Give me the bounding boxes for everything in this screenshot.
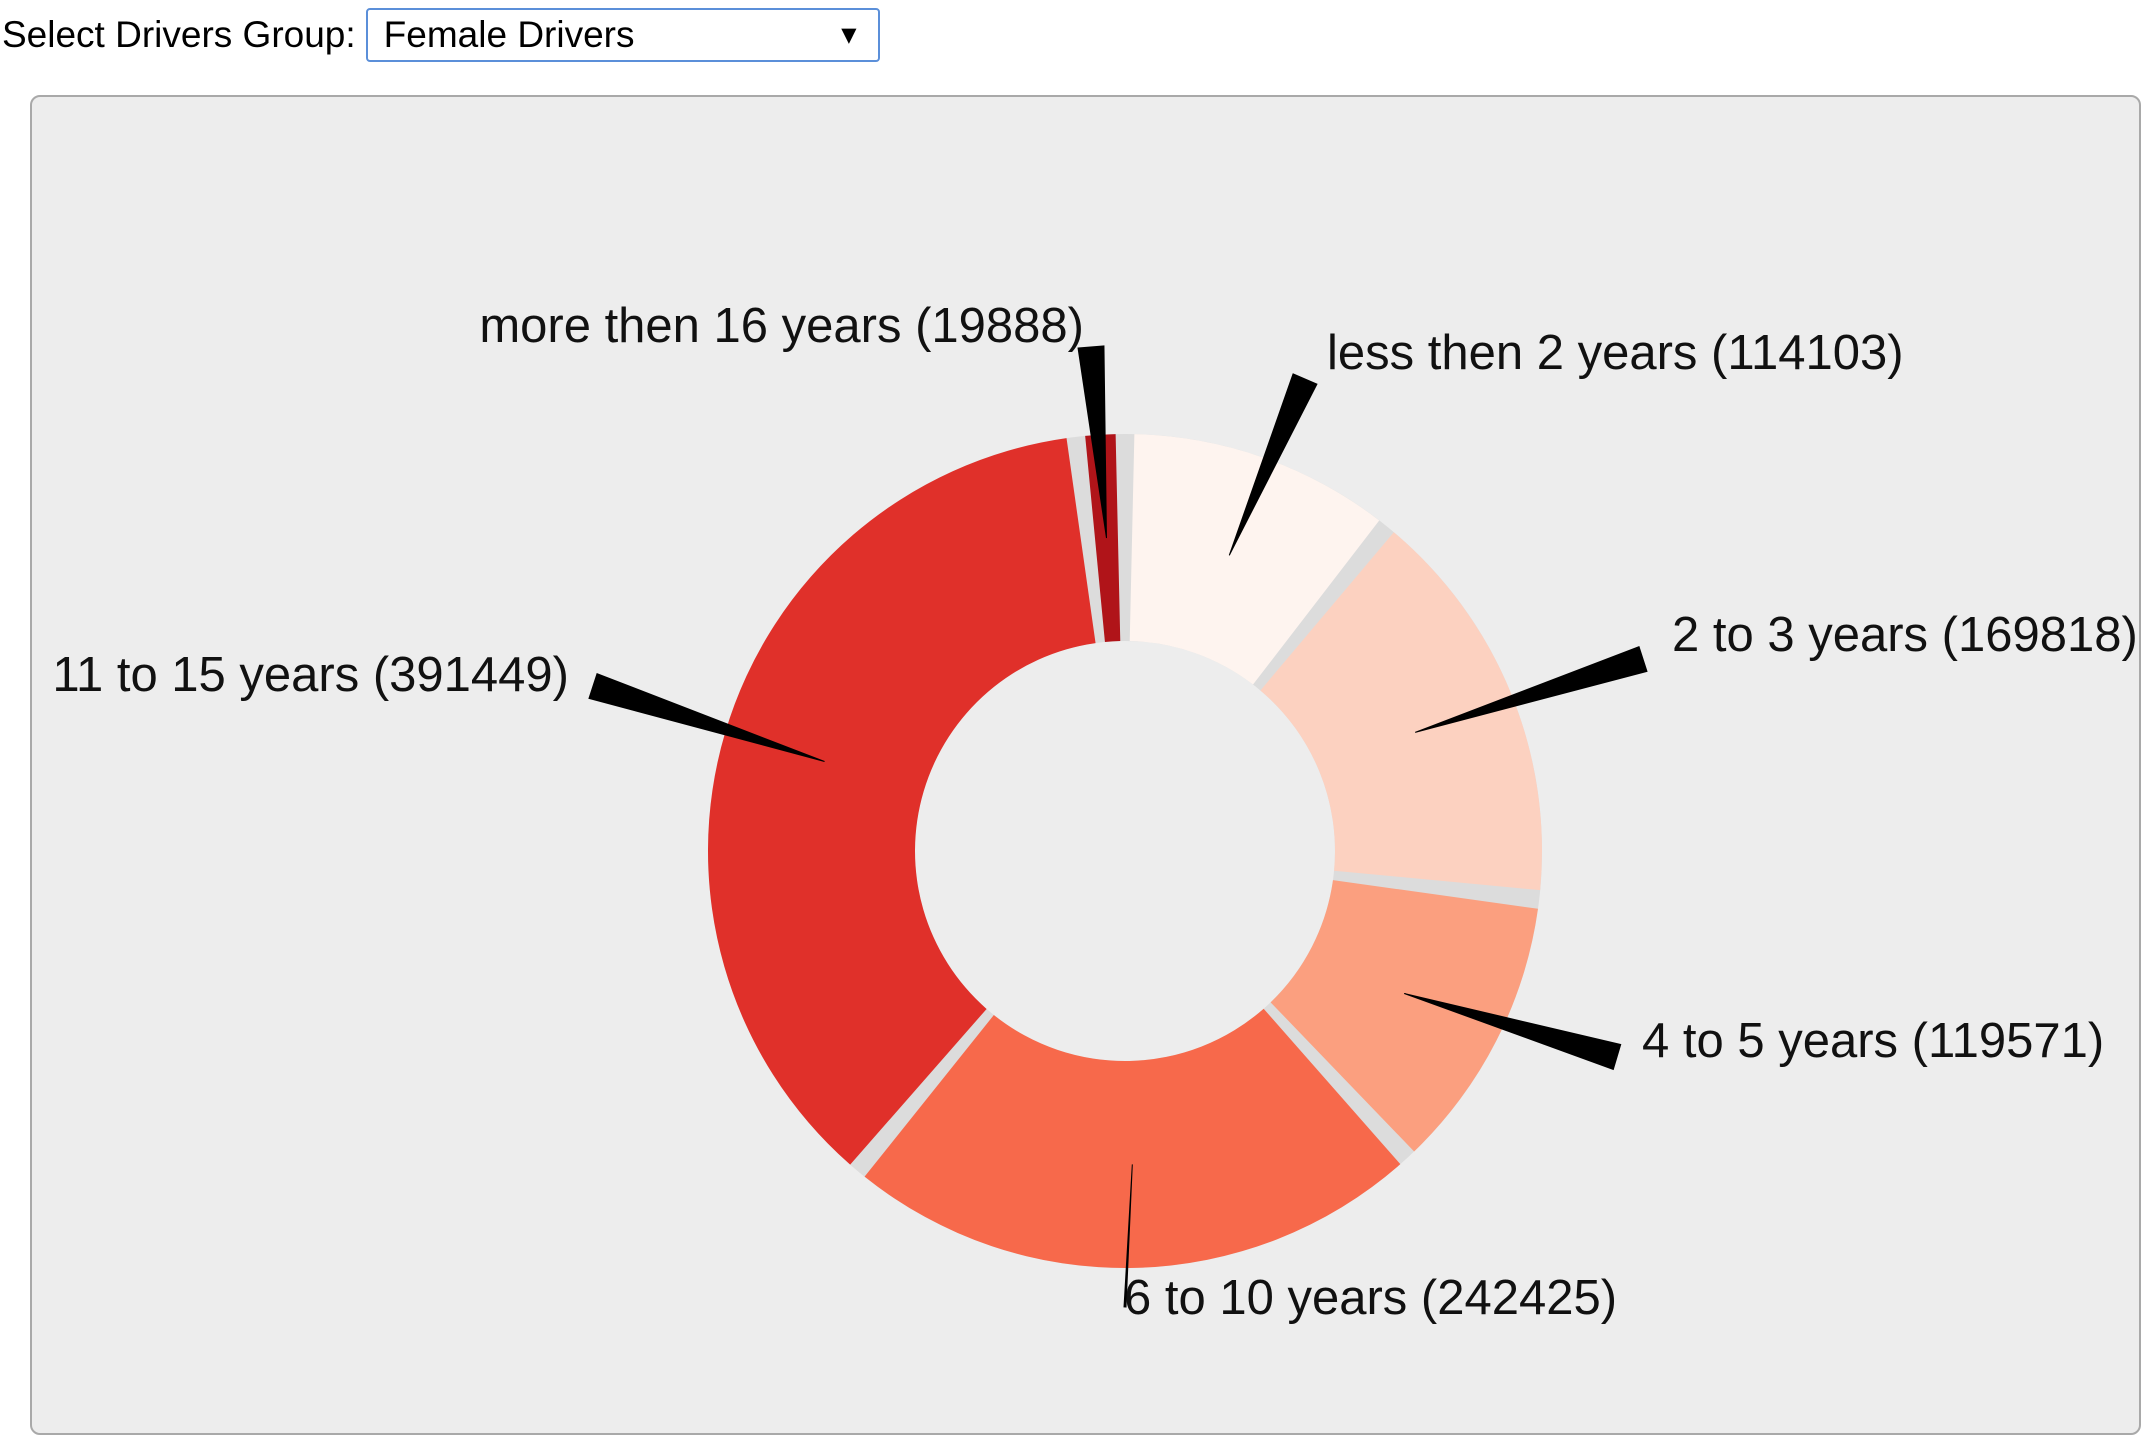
slice-label-5: 11 to 15 years (391449) xyxy=(52,648,569,702)
drivers-group-label: Select Drivers Group: xyxy=(2,14,356,55)
drivers-group-select[interactable]: Female Drivers ▼ xyxy=(365,8,880,62)
drivers-group-selected-value: Female Drivers xyxy=(383,14,635,55)
donut-slice-6[interactable] xyxy=(1085,434,1121,642)
donut-slice-3[interactable] xyxy=(1270,880,1538,1152)
slice-label-6: more then 16 years (19888) xyxy=(479,299,1084,353)
pointer-3 xyxy=(1404,993,1622,1071)
slice-label-3: 4 to 5 years (119571) xyxy=(1642,1014,2104,1068)
donut-slice-1[interactable] xyxy=(1129,434,1380,685)
pointer-6 xyxy=(1077,345,1107,539)
slice-label-4: 6 to 10 years (242425) xyxy=(1124,1271,1617,1325)
donut-hole xyxy=(915,641,1335,1061)
chart-panel: less then 2 years (114103) 2 to 3 years (… xyxy=(30,95,2141,1435)
slice-label-1: less then 2 years (114103) xyxy=(1327,326,1904,380)
chevron-down-icon: ▼ xyxy=(835,19,862,50)
pointer-5 xyxy=(588,672,825,763)
drivers-group-control: Select Drivers Group: Female Drivers ▼ xyxy=(0,0,880,70)
pointer-2 xyxy=(1415,645,1648,733)
donut-chart: less then 2 years (114103) 2 to 3 years (… xyxy=(52,299,2138,1325)
pointer-4 xyxy=(1123,1164,1133,1308)
donut-slice-4[interactable] xyxy=(864,1008,1401,1268)
donut-slice-2[interactable] xyxy=(1260,532,1543,891)
slice-label-2: 2 to 3 years (169818) xyxy=(1672,608,2138,662)
donut-slice-5[interactable] xyxy=(707,438,1096,1165)
pointer-1 xyxy=(1228,373,1318,556)
